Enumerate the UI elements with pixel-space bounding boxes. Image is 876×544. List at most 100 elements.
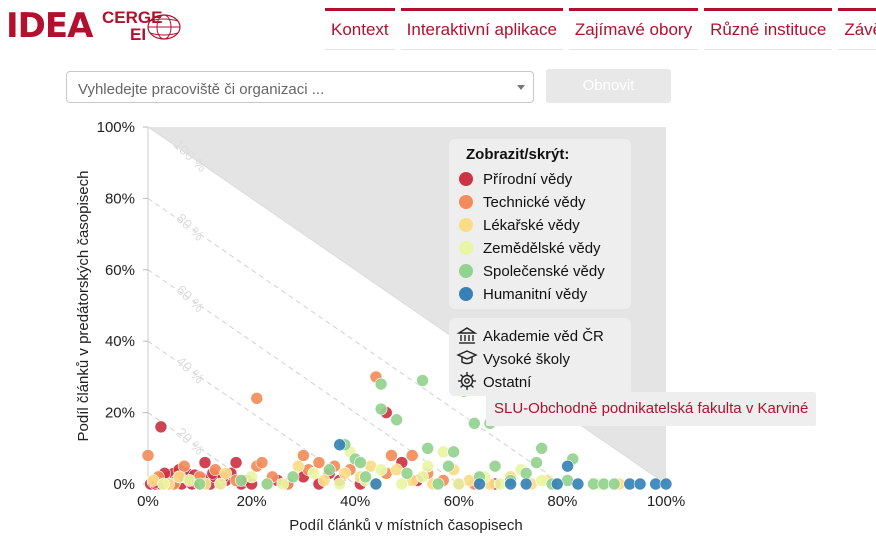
idea-cerge-ei-logo[interactable]: IDEA CERGE EI xyxy=(6,6,186,46)
legend-swatch xyxy=(459,172,473,186)
legend-box xyxy=(449,139,631,309)
globe-icon xyxy=(147,14,181,40)
type-legend-box xyxy=(449,318,631,396)
diagonal-label: 80 % xyxy=(173,210,207,244)
data-point xyxy=(374,463,388,477)
chevron-down-icon[interactable] xyxy=(517,85,525,90)
data-point xyxy=(193,477,207,491)
data-point xyxy=(571,477,585,491)
diagonal-label: 60 % xyxy=(173,281,207,315)
legend-swatch xyxy=(459,287,473,301)
data-point xyxy=(550,477,564,491)
legend-label: Technické vědy xyxy=(483,194,586,211)
logo-sub-text: EI xyxy=(130,25,147,44)
data-point xyxy=(317,474,331,487)
data-point xyxy=(488,459,502,473)
data-point xyxy=(530,456,543,469)
data-point xyxy=(157,477,170,491)
data-point xyxy=(312,456,326,469)
data-point xyxy=(354,456,367,469)
data-point xyxy=(416,470,429,484)
data-point xyxy=(359,470,372,484)
data-point xyxy=(431,477,445,491)
graduation-cap-icon xyxy=(456,350,478,365)
data-point xyxy=(250,392,264,405)
data-point xyxy=(276,477,289,491)
data-point xyxy=(322,463,336,477)
legend-swatch xyxy=(459,218,473,232)
y-axis-label: Podíl článků v predátorských časopisech xyxy=(75,171,92,442)
x-tick-label: 80% xyxy=(547,493,577,510)
logo-sup-text: CERGE xyxy=(102,8,163,27)
data-point xyxy=(535,441,548,455)
data-point xyxy=(395,477,409,491)
data-point xyxy=(141,449,155,462)
search-input[interactable] xyxy=(76,78,500,100)
data-point xyxy=(214,477,227,491)
nav-item-zaver[interactable]: Závě xyxy=(838,8,876,50)
legend-swatch xyxy=(459,241,473,255)
data-point xyxy=(297,449,310,462)
data-point xyxy=(260,477,274,491)
type-legend-item-universities[interactable]: Vysoké školy xyxy=(456,350,570,368)
legend-item[interactable]: Společenské vědy xyxy=(459,263,605,280)
data-point xyxy=(229,456,243,469)
data-point xyxy=(374,377,388,391)
x-tick-label: 0% xyxy=(137,493,159,510)
y-tick-label: 100% xyxy=(97,119,135,136)
legend-item[interactable]: Technické vědy xyxy=(459,194,586,211)
data-point xyxy=(442,459,455,473)
diagonal-label: 40 % xyxy=(173,353,207,387)
x-tick-label: 60% xyxy=(444,493,474,510)
legend-swatch xyxy=(459,264,473,278)
y-tick-label: 80% xyxy=(105,190,135,207)
data-point xyxy=(219,466,232,480)
data-point xyxy=(659,477,673,491)
data-point xyxy=(607,477,621,491)
data-point xyxy=(338,466,352,480)
data-point xyxy=(400,466,414,480)
nav-item-kontext[interactable]: Kontext xyxy=(325,8,395,50)
data-point xyxy=(447,445,460,459)
point-tooltip: SLU-Obchodně podnikatelská fakulta v Kar… xyxy=(486,392,817,426)
type-legend-label: Ostatní xyxy=(483,374,532,391)
refresh-button[interactable]: Obnovit xyxy=(546,69,671,103)
data-point xyxy=(291,459,305,473)
type-legend-item-academy[interactable]: Akademie věd ČR xyxy=(456,327,604,345)
nav-item-zajimave-obory[interactable]: Zajímavé obory xyxy=(568,8,699,50)
nav-item-interaktivni-aplikace[interactable]: Interaktivní aplikace xyxy=(400,8,563,50)
data-point xyxy=(286,470,300,484)
legend-item[interactable]: Zemědělské vědy xyxy=(459,240,601,257)
legend-item[interactable]: Lékařské vědy xyxy=(459,217,580,234)
data-point xyxy=(504,477,517,491)
data-point xyxy=(255,456,269,469)
data-point xyxy=(473,477,486,491)
data-point xyxy=(154,420,168,434)
data-point xyxy=(519,477,533,491)
legend-item[interactable]: Přírodní vědy xyxy=(459,171,573,188)
type-legend-item-other[interactable]: Ostatní xyxy=(458,372,532,391)
y-tick-label: 60% xyxy=(105,262,135,279)
search-select[interactable] xyxy=(66,71,534,103)
logo-main-text: IDEA xyxy=(6,6,93,46)
nav-item-ruzne-instituce[interactable]: Různé instituce xyxy=(704,8,833,50)
data-point xyxy=(333,477,346,491)
x-tick-label: 100% xyxy=(647,493,685,510)
legend-title: Zobrazit/skrýt: xyxy=(466,146,569,163)
data-point xyxy=(177,459,191,473)
legend-item[interactable]: Humanitní vědy xyxy=(459,286,588,303)
data-point xyxy=(421,459,435,473)
legend-label: Lékařské vědy xyxy=(483,217,580,234)
diagonal-label: 20 % xyxy=(173,424,207,458)
legend-label: Přírodní vědy xyxy=(483,171,573,188)
data-point xyxy=(405,449,419,462)
data-point xyxy=(234,474,248,487)
x-tick-label: 40% xyxy=(340,493,370,510)
data-point xyxy=(385,449,398,462)
x-axis-label: Podíl článků v místních časopisech xyxy=(289,517,522,534)
data-point xyxy=(633,477,647,491)
data-point xyxy=(468,417,481,430)
y-tick-label: 0% xyxy=(113,476,135,493)
legend-swatch xyxy=(459,195,473,209)
y-tick-label: 20% xyxy=(105,405,135,422)
